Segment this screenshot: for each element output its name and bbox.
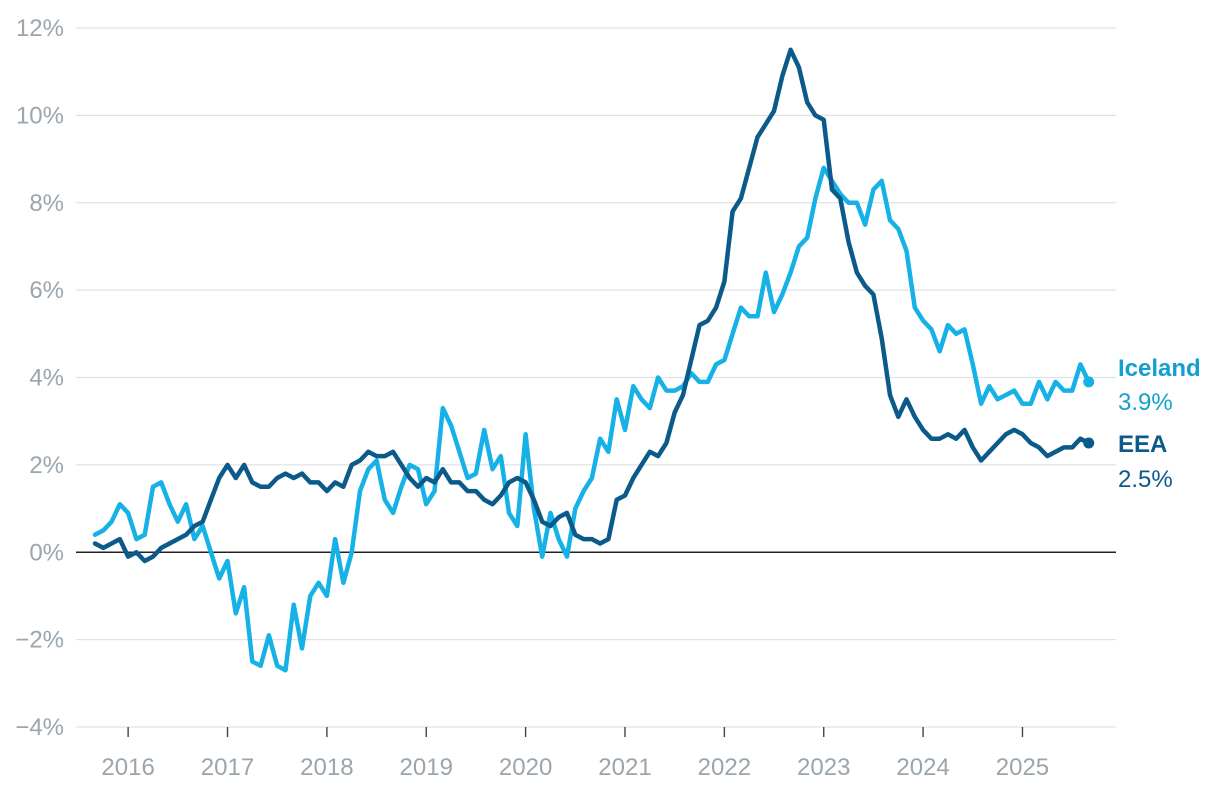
series-value-iceland: 3.9%: [1118, 389, 1173, 416]
x-tick-label: 2016: [101, 754, 154, 781]
y-tick-label: −4%: [15, 714, 64, 741]
series-line-eea: [92, 47, 1091, 564]
series-label-iceland: Iceland: [1118, 355, 1201, 382]
y-tick-label: 10%: [16, 102, 64, 129]
x-tick-label: 2020: [499, 754, 552, 781]
y-tick-label: 2%: [29, 452, 64, 479]
x-tick-label: 2018: [300, 754, 353, 781]
x-tick-label: 2023: [797, 754, 850, 781]
y-tick-label: 6%: [29, 277, 64, 304]
y-tick-label: 12%: [16, 15, 64, 42]
x-tick-label: 2019: [400, 754, 453, 781]
y-tick-label: 4%: [29, 365, 64, 392]
x-tick-label: 2017: [201, 754, 254, 781]
series-end-point-eea: [1083, 437, 1095, 449]
series-end-point-iceland: [1083, 376, 1095, 388]
x-tick-label: 2025: [996, 754, 1049, 781]
series-line-iceland: [92, 165, 1091, 673]
series-label-eea: EEA: [1118, 431, 1167, 458]
x-tick-label: 2021: [598, 754, 651, 781]
end-labels: Iceland 3.9% EEA 2.5%: [1118, 355, 1201, 493]
x-tick-label: 2022: [698, 754, 751, 781]
series-lines: [92, 47, 1095, 673]
gridlines: [76, 27, 1116, 728]
y-tick-label: 0%: [29, 539, 64, 566]
y-tick-label: 8%: [29, 190, 64, 217]
axes: −4% −2% 0% 2% 4% 6% 8% 10% 12% 2016 2017 2018 2019 20…: [15, 15, 1049, 781]
x-tick-label: 2024: [896, 754, 949, 781]
y-tick-label: −2%: [15, 627, 64, 654]
series-value-eea: 2.5%: [1118, 466, 1173, 493]
